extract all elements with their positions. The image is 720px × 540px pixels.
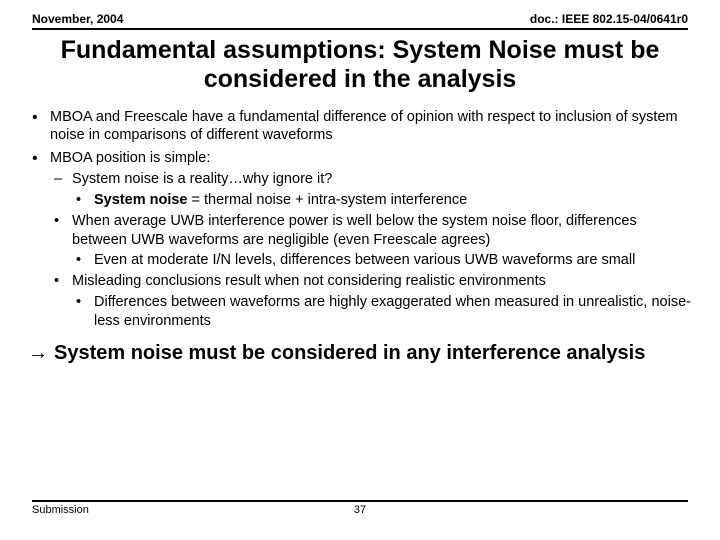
footer-page: 37 (354, 504, 366, 516)
bold-term: System noise (94, 192, 188, 208)
bullet-list: MBOA and Freescale have a fundamental di… (28, 108, 692, 331)
sub-bullet: System noise is a reality…why ignore it?… (50, 170, 692, 210)
footer-bar: Submission 37 (32, 500, 688, 516)
footer-left: Submission (32, 504, 89, 516)
sub-sub-bullet: Even at moderate I/N levels, differences… (72, 251, 692, 270)
sub-bullet: When average UWB interference power is w… (50, 212, 692, 271)
sub-sub-bullet: Differences between waveforms are highly… (72, 293, 692, 331)
header-bar: November, 2004 doc.: IEEE 802.15-04/0641… (32, 12, 688, 30)
conclusion-row: → System noise must be considered in any… (28, 341, 692, 366)
slide-title: Fundamental assumptions: System Noise mu… (48, 36, 672, 94)
sub-sub-bullet: System noise = thermal noise + intra-sys… (72, 191, 692, 210)
sub-bullet: Misleading conclusions result when not c… (50, 272, 692, 331)
header-date: November, 2004 (32, 12, 123, 26)
bullet-text: Misleading conclusions result when not c… (72, 273, 546, 289)
bullet-item: MBOA position is simple: System noise is… (28, 149, 692, 331)
conclusion-text: System noise must be considered in any i… (54, 341, 645, 366)
bullet-text: = thermal noise + intra-system interfere… (188, 192, 468, 208)
header-doc: doc.: IEEE 802.15-04/0641r0 (530, 12, 688, 26)
bullet-text: When average UWB interference power is w… (72, 213, 637, 248)
bullet-item: MBOA and Freescale have a fundamental di… (28, 108, 692, 146)
arrow-icon: → (28, 341, 48, 366)
bullet-text: System noise is a reality…why ignore it? (72, 171, 332, 187)
bullet-text: MBOA position is simple: (50, 150, 210, 166)
